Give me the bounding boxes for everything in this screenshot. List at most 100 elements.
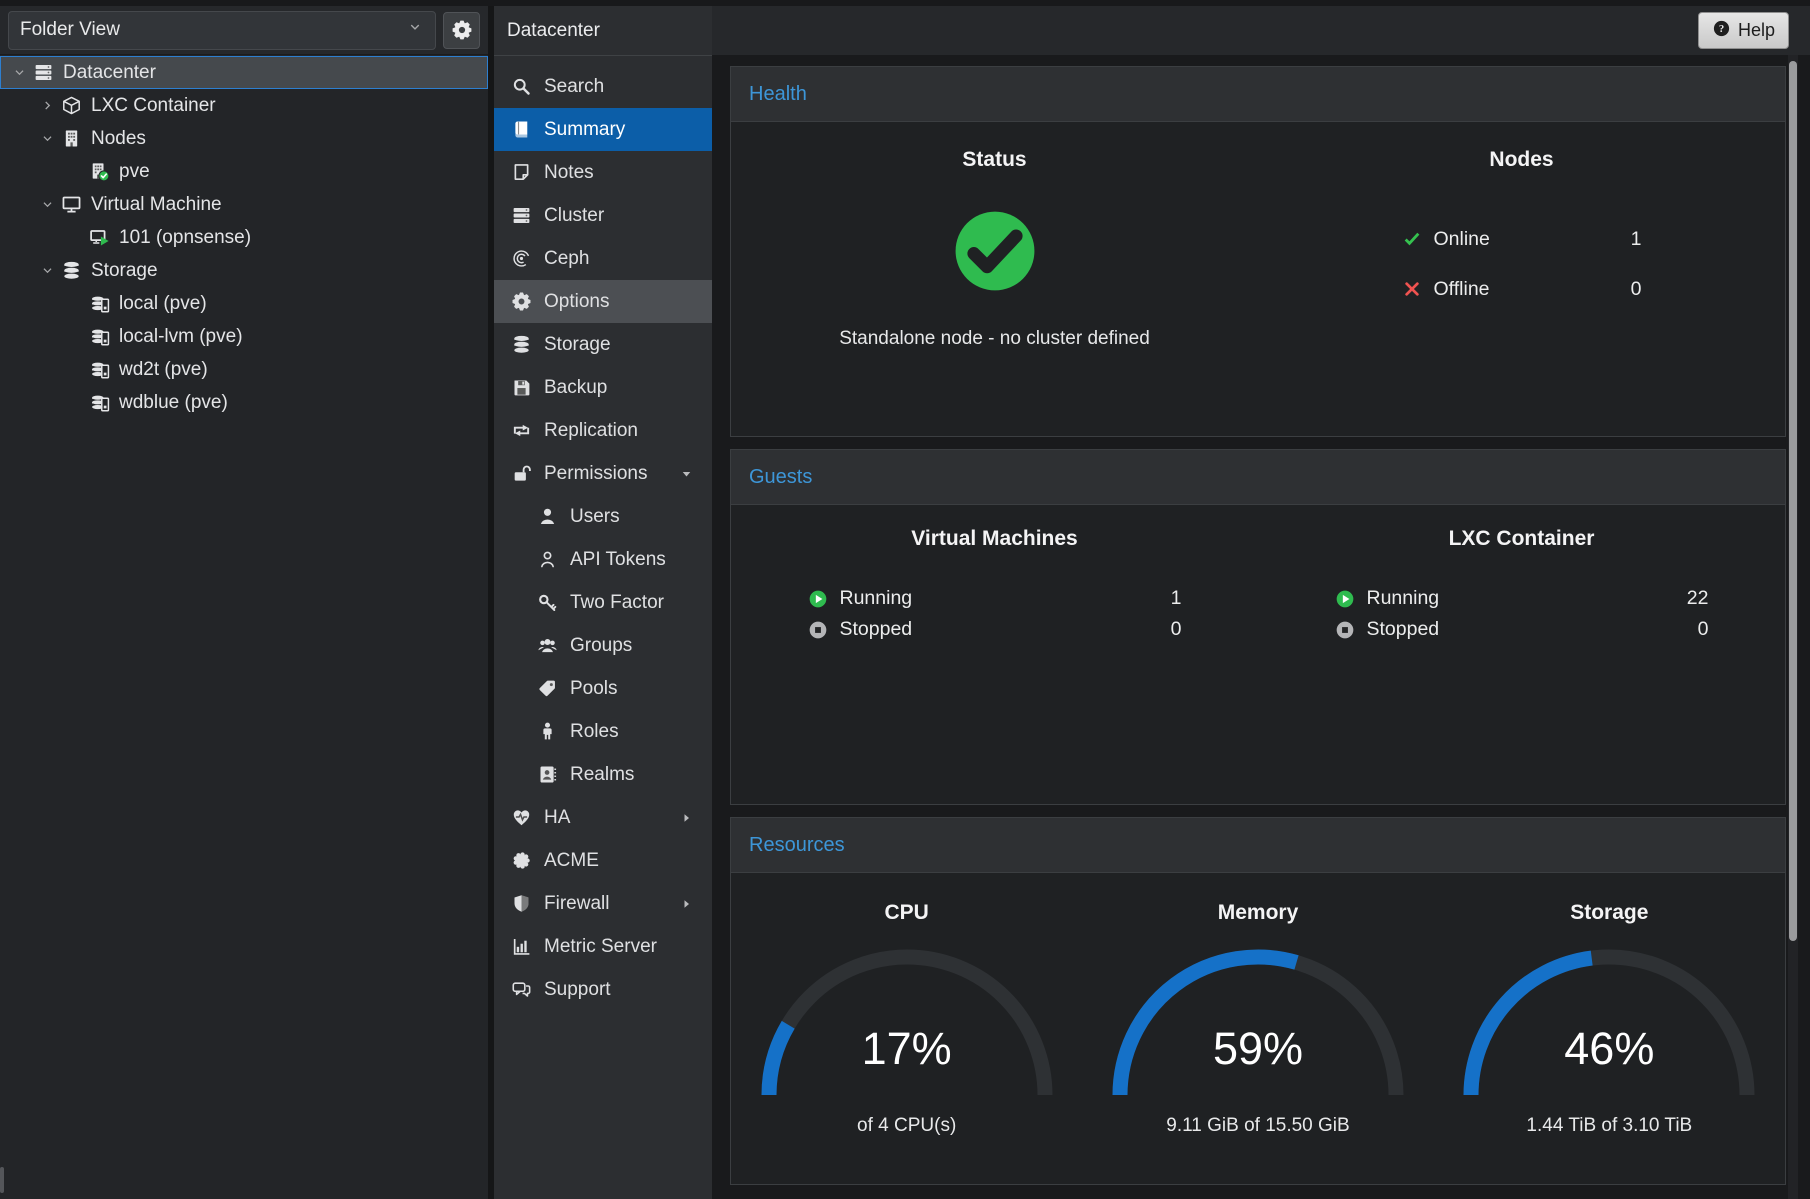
cross-sm-icon — [1402, 279, 1429, 299]
tree-expander-down-icon[interactable] — [36, 262, 58, 279]
splitter-handle[interactable] — [0, 1167, 4, 1193]
nav-item-label: Storage — [544, 333, 611, 355]
nav-item-pools[interactable]: Pools — [494, 667, 712, 710]
tree-item-wd2t-pve[interactable]: wd2t (pve) — [0, 353, 488, 386]
vm-row-stopped: Stopped 0 — [808, 614, 1182, 645]
tree-item-virtual-machine[interactable]: Virtual Machine — [0, 188, 488, 221]
tree-item-nodes[interactable]: Nodes — [0, 122, 488, 155]
status-ok-icon — [952, 208, 1038, 294]
health-status-column: Status Standalone node - no cluster defi… — [731, 122, 1258, 436]
gauge-percent: 59% — [1212, 1023, 1304, 1074]
tree-item-local-lvm-pve[interactable]: local-lvm (pve) — [0, 320, 488, 353]
gauge-percent: 46% — [1564, 1023, 1655, 1074]
lxc-row-running: Running 22 — [1335, 583, 1709, 614]
expand-arrow-icon[interactable] — [679, 810, 694, 825]
database-drive-icon — [86, 326, 112, 347]
scrollbar-thumb[interactable] — [1789, 61, 1797, 941]
tree-item-label: LXC Container — [91, 94, 216, 116]
nav-item-acme[interactable]: ACME — [494, 839, 712, 882]
unlock-icon — [508, 463, 534, 484]
tree-item-storage[interactable]: Storage — [0, 254, 488, 287]
nav-item-users[interactable]: Users — [494, 495, 712, 538]
user-o-icon — [534, 549, 560, 570]
replicate-icon — [508, 420, 534, 441]
tree-expander-down-icon[interactable] — [8, 64, 30, 81]
tree-item-lxc-container[interactable]: LXC Container — [0, 89, 488, 122]
heartbeat-icon — [508, 807, 534, 828]
nav-item-label: Groups — [570, 634, 633, 656]
note-icon — [508, 162, 534, 183]
building-icon — [58, 128, 84, 149]
health-panel: Health Status Standalone node - no clust… — [730, 66, 1786, 437]
nav-item-roles[interactable]: Roles — [494, 710, 712, 753]
nodes-row-online: Online 1 — [1402, 214, 1642, 264]
check-sm-icon — [1402, 229, 1429, 249]
nav-item-cluster[interactable]: Cluster — [494, 194, 712, 237]
nav-item-search[interactable]: Search — [494, 65, 712, 108]
tree-expander-right-icon[interactable] — [36, 97, 58, 114]
tree-item-pve[interactable]: pve — [0, 155, 488, 188]
nav-item-groups[interactable]: Groups — [494, 624, 712, 667]
nav-item-replication[interactable]: Replication — [494, 409, 712, 452]
nav-item-label: Pools — [570, 677, 618, 699]
nav-item-ha[interactable]: HA — [494, 796, 712, 839]
vm-row-running: Running 1 — [808, 583, 1182, 614]
nav-item-api-tokens[interactable]: API Tokens — [494, 538, 712, 581]
gauge-memory: Memory 59% 9.11 GiB of 15.50 GiB — [1082, 873, 1433, 1184]
nav-item-permissions[interactable]: Permissions — [494, 452, 712, 495]
search-icon — [508, 76, 534, 97]
tree-expander-down-icon[interactable] — [36, 196, 58, 213]
building-check-icon — [86, 161, 112, 182]
nav-item-summary[interactable]: Summary — [494, 108, 712, 151]
lxc-heading: LXC Container — [1448, 527, 1595, 550]
nav-item-two-factor[interactable]: Two Factor — [494, 581, 712, 624]
nav-item-notes[interactable]: Notes — [494, 151, 712, 194]
tree-item-label: local-lvm (pve) — [119, 325, 243, 347]
nav-item-options[interactable]: Options — [494, 280, 712, 323]
acme-icon — [508, 850, 534, 871]
svg-text:?: ? — [1719, 23, 1724, 35]
nav-item-label: Permissions — [544, 462, 648, 484]
user-icon — [534, 506, 560, 527]
resources-panel-body: CPU 17% of 4 CPU(s) Memory 59% 9.11 GiB of 15… — [731, 873, 1785, 1184]
resource-tree-sidebar: Folder View Datacenter LXC Container Nodes… — [0, 6, 488, 1199]
key-icon — [534, 592, 560, 613]
guests-panel: Guests Virtual Machines Running 1 Stopped 0… — [730, 449, 1786, 805]
shield-icon — [508, 893, 534, 914]
monitor-icon — [58, 194, 84, 215]
nav-item-label: Cluster — [544, 204, 605, 226]
gauge-storage: Storage 46% 1.44 TiB of 3.10 TiB — [1434, 873, 1785, 1184]
tree-settings-button[interactable] — [443, 11, 480, 49]
nav-item-label: Replication — [544, 419, 638, 441]
nav-item-realms[interactable]: Realms — [494, 753, 712, 796]
help-button-label: Help — [1737, 20, 1775, 40]
expand-arrow-icon[interactable] — [679, 896, 694, 911]
help-button[interactable]: ? Help — [1697, 12, 1789, 49]
nav-item-metric-server[interactable]: Metric Server — [494, 925, 712, 968]
database-icon — [508, 334, 534, 355]
tree-expander-down-icon[interactable] — [36, 130, 58, 147]
play-circle-icon — [808, 589, 835, 609]
resources-panel: Resources CPU 17% of 4 CPU(s) Memory 59% 9.11… — [730, 817, 1786, 1185]
tree-item-wdblue-pve[interactable]: wdblue (pve) — [0, 386, 488, 419]
gauge-heading: Storage — [1570, 901, 1649, 924]
question-circle-icon: ? — [1712, 19, 1731, 43]
nav-menu: Search Summary Notes Cluster Ceph Options Stor… — [494, 56, 712, 1011]
nav-item-label: Realms — [570, 763, 635, 785]
nav-item-storage[interactable]: Storage — [494, 323, 712, 366]
status-message: Standalone node - no cluster defined — [839, 328, 1150, 349]
collapse-arrow-icon[interactable] — [679, 466, 694, 481]
nav-item-support[interactable]: Support — [494, 968, 712, 1011]
nav-item-firewall[interactable]: Firewall — [494, 882, 712, 925]
tree-item-datacenter[interactable]: Datacenter — [0, 56, 488, 89]
nav-item-ceph[interactable]: Ceph — [494, 237, 712, 280]
view-mode-select[interactable]: Folder View — [8, 10, 436, 50]
health-nodes-column: Nodes Online 1 Offline 0 — [1258, 122, 1785, 436]
nav-item-backup[interactable]: Backup — [494, 366, 712, 409]
tree-item-local-pve[interactable]: local (pve) — [0, 287, 488, 320]
tree-item-101-opnsense[interactable]: 101 (opnsense) — [0, 221, 488, 254]
content-scrollbar[interactable] — [1788, 55, 1798, 1199]
guests-lxc-column: LXC Container Running 22 Stopped 0 — [1258, 505, 1785, 804]
tree-item-label: 101 (opnsense) — [119, 226, 252, 248]
lxc-value: 22 — [1686, 587, 1709, 609]
